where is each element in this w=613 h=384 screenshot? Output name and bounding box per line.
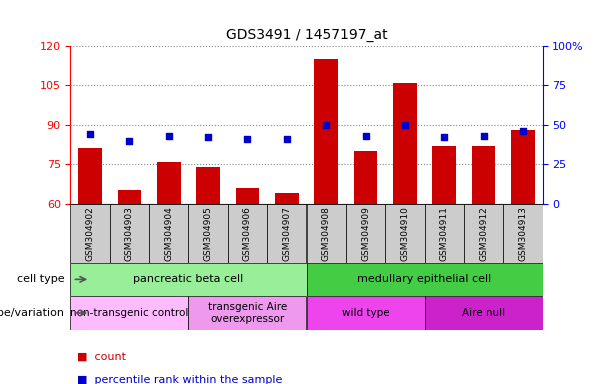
Bar: [346, 204, 385, 263]
Bar: [503, 204, 543, 263]
Bar: [110, 204, 149, 263]
Text: GSM304913: GSM304913: [519, 206, 527, 261]
Title: GDS3491 / 1457197_at: GDS3491 / 1457197_at: [226, 28, 387, 42]
Text: transgenic Aire
overexpressor: transgenic Aire overexpressor: [208, 302, 287, 324]
Bar: [235, 188, 259, 204]
Text: GSM304904: GSM304904: [164, 206, 173, 261]
Bar: [157, 162, 181, 204]
Point: [518, 128, 528, 134]
Bar: [393, 83, 417, 204]
Bar: [464, 204, 503, 263]
Point: [479, 133, 489, 139]
Text: pancreatic beta cell: pancreatic beta cell: [134, 274, 243, 285]
Point: [360, 133, 370, 139]
Bar: [314, 59, 338, 204]
Bar: [70, 204, 110, 263]
Text: GSM304909: GSM304909: [361, 206, 370, 261]
Text: GSM304905: GSM304905: [204, 206, 213, 261]
Bar: [70, 296, 189, 330]
Bar: [189, 296, 306, 330]
Bar: [306, 204, 346, 263]
Bar: [149, 204, 189, 263]
Text: ■  count: ■ count: [77, 352, 126, 362]
Bar: [306, 296, 424, 330]
Bar: [511, 130, 535, 204]
Bar: [471, 146, 495, 204]
Bar: [275, 193, 299, 204]
Point: [124, 137, 134, 144]
Bar: [228, 204, 267, 263]
Point: [282, 136, 292, 142]
Text: GSM304912: GSM304912: [479, 206, 488, 261]
Text: GSM304908: GSM304908: [322, 206, 330, 261]
Bar: [424, 204, 464, 263]
Point: [400, 122, 409, 128]
Bar: [267, 204, 306, 263]
Text: wild type: wild type: [341, 308, 389, 318]
Text: Aire null: Aire null: [462, 308, 505, 318]
Text: GSM304906: GSM304906: [243, 206, 252, 261]
Bar: [306, 263, 543, 296]
Text: GSM304907: GSM304907: [283, 206, 291, 261]
Text: ■  percentile rank within the sample: ■ percentile rank within the sample: [77, 375, 282, 384]
Text: genotype/variation: genotype/variation: [0, 308, 64, 318]
Text: GSM304911: GSM304911: [440, 206, 449, 261]
Point: [321, 122, 331, 128]
Text: GSM304902: GSM304902: [86, 206, 94, 261]
Bar: [354, 151, 377, 204]
Bar: [189, 204, 228, 263]
Bar: [78, 149, 102, 204]
Bar: [70, 263, 306, 296]
Text: non-transgenic control: non-transgenic control: [70, 308, 189, 318]
Text: medullary epithelial cell: medullary epithelial cell: [357, 274, 492, 285]
Bar: [424, 296, 543, 330]
Bar: [432, 146, 456, 204]
Bar: [196, 167, 220, 204]
Bar: [385, 204, 424, 263]
Point: [164, 133, 173, 139]
Text: cell type: cell type: [17, 274, 64, 285]
Text: GSM304903: GSM304903: [125, 206, 134, 261]
Point: [204, 134, 213, 141]
Text: GSM304910: GSM304910: [400, 206, 409, 261]
Point: [85, 131, 95, 137]
Point: [440, 134, 449, 141]
Point: [243, 136, 253, 142]
Bar: [118, 190, 142, 204]
